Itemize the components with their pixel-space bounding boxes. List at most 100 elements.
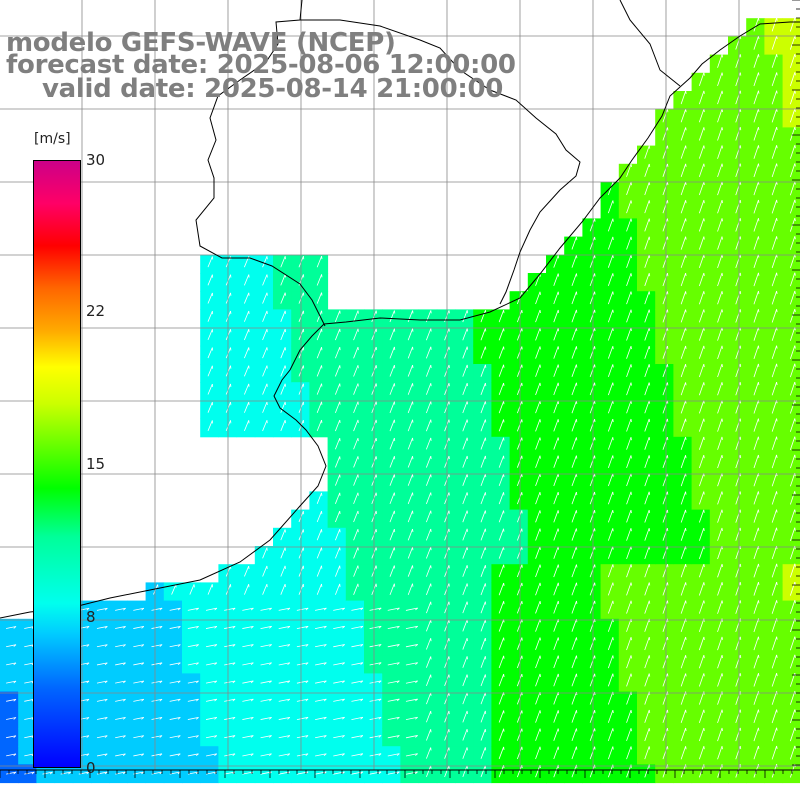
wind-arrow [242,771,254,775]
wind-arrow [353,510,359,523]
wind-arrow-head [739,309,742,313]
wind-arrow-head [396,698,400,702]
wind-arrow [498,492,504,505]
wind-arrow [571,400,577,414]
wind-arrow [753,636,759,651]
wind-arrow-head [378,662,382,665]
wind-arrow [535,528,541,541]
wind-arrow-head [794,709,796,713]
wind-arrow [771,72,778,87]
land-border [195,0,681,327]
wind-arrow [735,327,741,341]
wind-arrow-head [396,607,400,611]
wind-arrow-head [721,200,723,204]
wind-arrow [717,673,723,687]
wind-arrow [698,163,705,177]
wind-arrow-head [342,753,345,756]
wind-arrow-head [739,563,742,567]
wind-arrow [753,436,759,450]
wind-arrow [771,673,778,687]
wind-arrow [626,455,632,468]
wind-arrow [516,746,523,760]
wind-arrow [316,401,322,413]
wind-arrow [353,583,359,595]
wind-arrow-head [342,625,345,629]
wind-arrow-head [776,673,778,677]
wind-arrow-head [794,727,796,731]
wind-arrow [626,418,632,432]
wind-arrow [133,680,144,684]
wind-arrow [607,673,614,687]
wind-arrow [516,710,523,723]
wind-arrow [115,735,126,739]
wind-arrow [680,691,687,705]
wind-arrow [698,673,705,687]
valid-date-label: valid date: 2025-08-14 21:00:00 [42,74,504,104]
wind-arrow [717,709,723,723]
wind-arrow [735,272,741,287]
wind-arrow [771,181,778,196]
wind-arrow [205,698,217,702]
wind-arrow-head [739,418,742,422]
wind-arrow [680,236,687,250]
wind-arrow [389,401,395,414]
wind-arrow [771,473,777,487]
wind-arrow-head [794,418,796,422]
wind-arrow-head [739,382,742,386]
wind-arrow-head [757,418,760,422]
wind-arrow [698,636,705,651]
wind-arrow-head [123,626,126,629]
wind-arrow [169,644,181,648]
wind-arrow [224,662,236,666]
wind-arrow [151,698,163,702]
wind-arrow [771,600,778,614]
wind-arrow-head [13,662,17,666]
wind-arrow [571,655,577,669]
wind-arrow [753,581,759,596]
wind-arrow [462,382,468,395]
wind-arrow [553,437,559,450]
wind-arrow [260,644,272,648]
wind-arrow-head [794,654,796,658]
wind-arrow [753,691,759,705]
wind-arrow [626,673,632,687]
wind-arrow [789,727,796,742]
wind-arrow [351,680,363,684]
wind-arrow [280,529,286,541]
wind-arrow [244,347,250,359]
wind-arrow-head [415,698,418,702]
wind-arrow [480,710,486,723]
wind-arrow-head [758,582,760,586]
wind-arrow [589,236,596,250]
wind-arrow-head [758,673,760,677]
wind-arrow [662,746,668,760]
wind-arrow [207,584,213,595]
wind-arrow-head [776,600,778,604]
wind-arrow-head [13,735,17,738]
wind-arrow-head [287,662,291,665]
wind-arrow [24,771,35,775]
wind-arrow [426,565,432,577]
wind-arrow [535,437,541,450]
wind-arrow [589,728,596,742]
wind-arrow-head [13,753,17,757]
wind-arrow [462,455,468,468]
wind-arrow-head [323,644,327,647]
wind-arrow-head [739,673,742,677]
wind-arrow-head [776,290,778,295]
wind-arrow [589,746,596,760]
wind-arrow [717,382,723,396]
wind-arrow [278,680,290,684]
wind-arrow [735,745,741,760]
wind-arrow [462,674,468,687]
wind-arrow-head [305,735,309,738]
wind-arrow [753,673,759,687]
wind-arrow-head [415,680,418,684]
wind-arrow [224,735,236,739]
wind-arrow [735,181,741,196]
wind-arrow [535,619,541,632]
wind-arrow [662,200,668,214]
wind-arrow [242,607,254,611]
wind-arrow [535,382,541,396]
wind-arrow [553,528,559,541]
